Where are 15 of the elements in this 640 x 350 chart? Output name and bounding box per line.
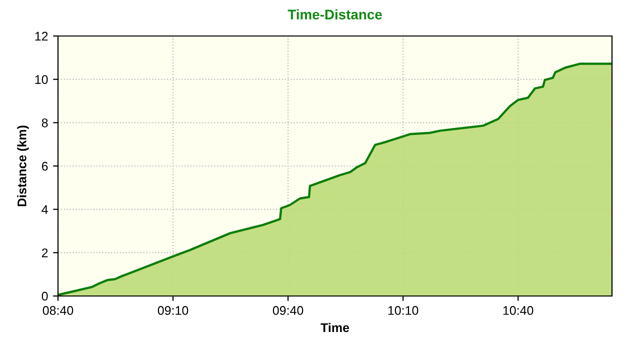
- y-axis-title: Distance (km): [17, 126, 29, 206]
- x-tick-label: 08:40: [42, 306, 74, 315]
- y-tick-label: 4: [42, 205, 48, 214]
- x-tick-label: 09:40: [272, 306, 304, 315]
- y-tick-label: 10: [35, 75, 48, 84]
- y-tick-label: 8: [42, 118, 48, 128]
- x-tick-label: 09:10: [158, 306, 188, 315]
- chart-title: Time-Distance: [288, 9, 382, 20]
- x-tick-label: 10:40: [503, 306, 534, 315]
- y-tick-label: 2: [42, 248, 48, 258]
- y-tick-label: 6: [42, 162, 48, 171]
- y-tick-label: 0: [42, 292, 48, 301]
- x-axis-title: Time: [320, 322, 350, 332]
- y-tick-label: 12: [35, 32, 48, 41]
- x-tick-label: 10:10: [388, 306, 418, 315]
